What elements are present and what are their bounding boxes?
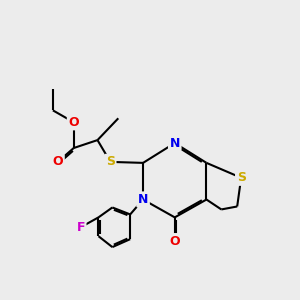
Text: S: S xyxy=(237,171,246,184)
Text: S: S xyxy=(106,155,115,168)
Text: N: N xyxy=(138,193,148,206)
Text: N: N xyxy=(169,136,180,150)
Text: O: O xyxy=(52,155,63,168)
Text: O: O xyxy=(68,116,79,129)
Text: F: F xyxy=(76,221,85,234)
Text: O: O xyxy=(169,235,180,248)
